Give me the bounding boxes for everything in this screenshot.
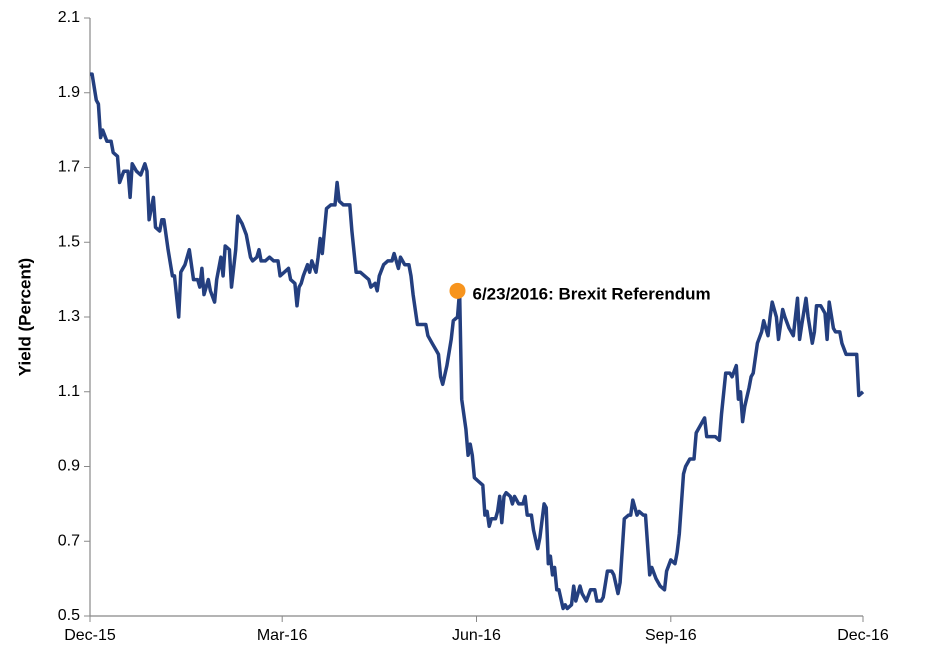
x-tick-label: Jun-16 xyxy=(452,627,501,644)
annotation-marker xyxy=(449,282,466,299)
y-tick-label: 1.5 xyxy=(58,233,80,250)
x-tick-label: Dec-16 xyxy=(837,627,889,644)
y-tick-label: 0.5 xyxy=(58,607,80,624)
y-tick-label: 2.1 xyxy=(58,9,80,26)
data-line xyxy=(90,72,865,611)
y-tick-label: 1.9 xyxy=(58,84,80,101)
y-tick-label: 0.9 xyxy=(58,458,80,475)
y-tick-label: 0.7 xyxy=(58,532,80,549)
x-tick-label: Mar-16 xyxy=(257,627,308,644)
y-tick-label: 1.3 xyxy=(58,308,80,325)
annotation-label: 6/23/2016: Brexit Referendum xyxy=(472,284,710,303)
y-axis-label: Yield (Percent) xyxy=(15,258,34,376)
y-tick-label: 1.1 xyxy=(58,383,80,400)
x-tick-label: Sep-16 xyxy=(645,627,697,644)
x-tick-label: Dec-15 xyxy=(64,627,116,644)
y-tick-label: 1.7 xyxy=(58,159,80,176)
